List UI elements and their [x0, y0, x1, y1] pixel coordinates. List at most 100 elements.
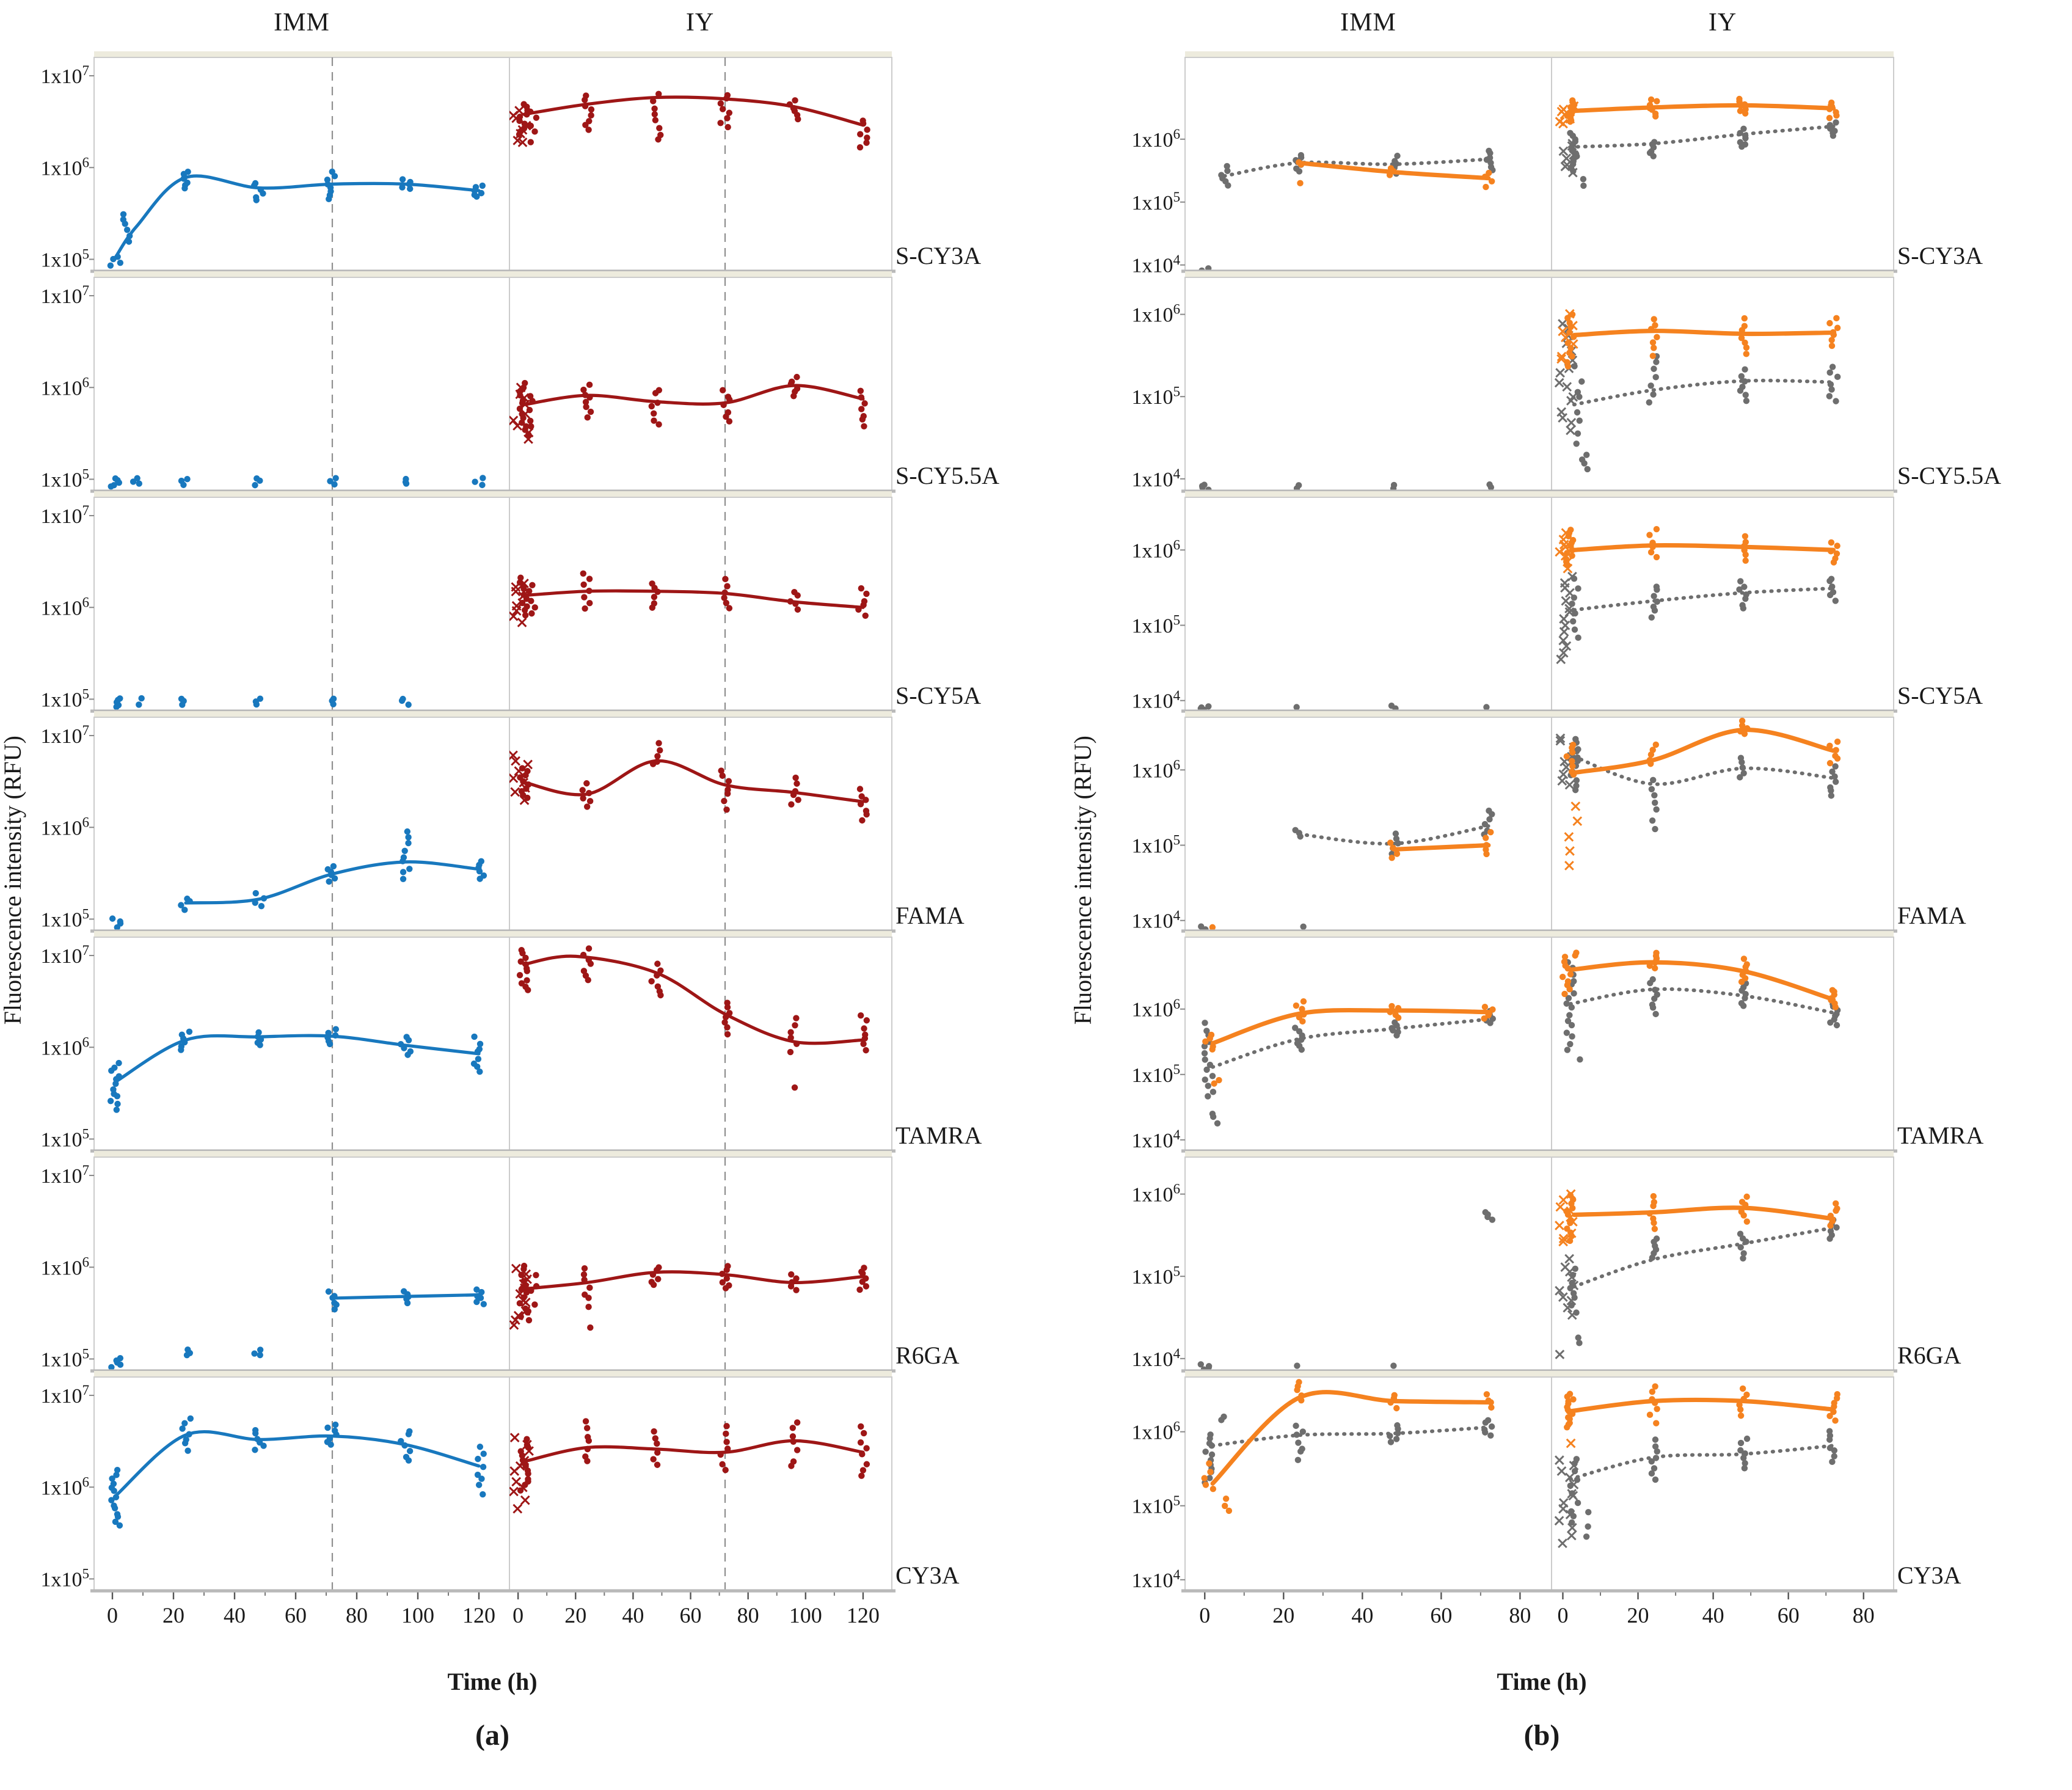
- svg-text:1x105: 1x105: [1131, 189, 1180, 214]
- plot-area-a-CY3A-iy: [509, 1377, 870, 1591]
- series-a-R6GA-iy-solid: [509, 1262, 870, 1331]
- svg-text:60: 60: [680, 1603, 702, 1627]
- svg-text:100: 100: [789, 1603, 822, 1627]
- svg-text:1x106: 1x106: [40, 1034, 89, 1059]
- panel-a-row-S-CY5A: 1x107 1x106 1x105 S-CY5A: [40, 491, 981, 720]
- plot-area-b-TAMRA-iy: [1559, 949, 1841, 1063]
- svg-text:1x107: 1x107: [40, 63, 89, 88]
- svg-text:1x105: 1x105: [40, 907, 89, 932]
- row-label-b-S-CY5.5A: S-CY5.5A: [1897, 462, 2001, 489]
- panel-b-y-axis-title: Fluorescence intensity (RFU): [1070, 735, 1096, 1025]
- series-b-S-CY5A-iy-solid: [1555, 526, 1840, 574]
- panel-b-row-CY3A: 1x106 1x105 1x104 CY3A: [1131, 1371, 1961, 1599]
- plot-area-b-R6GA-iy: [1555, 1189, 1840, 1359]
- svg-text:1x106: 1x106: [1131, 302, 1180, 327]
- panel-a-x-axis-title: Time (h): [447, 1669, 538, 1696]
- plot-area-a-FAMA-imm: [109, 717, 487, 931]
- row-label-a-S-CY5.5A: S-CY5.5A: [896, 462, 999, 489]
- svg-text:1x106: 1x106: [40, 374, 89, 400]
- series-a-R6GA-imm-solid: [108, 1286, 487, 1371]
- series-a-TAMRA-iy-solid: [516, 945, 870, 1091]
- panel-b-row-S-CY5A: 1x106 1x105 1x104 S-CY5A: [1131, 491, 1983, 720]
- row-label-b-S-CY3A: S-CY3A: [1897, 242, 1983, 269]
- svg-text:1x105: 1x105: [1131, 384, 1180, 409]
- row-label-a-S-CY3A: S-CY3A: [896, 242, 981, 269]
- svg-text:1x104: 1x104: [1131, 1127, 1180, 1152]
- series-a-S-CY3A-iy-solid: [509, 90, 870, 151]
- series-b-S-CY5.5A-iy-solid: [1556, 309, 1841, 370]
- plot-area-a-R6GA-imm: [108, 1157, 487, 1371]
- panel-b-col-title-imm: IMM: [1340, 7, 1396, 37]
- row-label-a-S-CY5A: S-CY5A: [896, 682, 981, 709]
- panel-b-col-title-iy: IY: [1708, 7, 1737, 37]
- svg-text:60: 60: [1430, 1603, 1452, 1627]
- svg-text:1x105: 1x105: [40, 467, 89, 492]
- plot-area-a-S-CY5A-iy: [509, 497, 870, 711]
- plot-area-b-CY3A-iy: [1554, 1383, 1840, 1549]
- series-b-S-CY3A-iy-dashed: [1558, 119, 1839, 189]
- plot-area-b-S-CY5.5A-iy: [1554, 309, 1841, 473]
- plot-area-a-S-CY3A-iy: [509, 57, 870, 271]
- plot-area-b-S-CY3A-imm: [1198, 147, 1496, 272]
- panel-b-row-FAMA: 1x106 1x105 1x104 FAMA: [1131, 711, 1966, 940]
- svg-text:20: 20: [564, 1603, 586, 1627]
- svg-text:1x106: 1x106: [1131, 1182, 1180, 1207]
- svg-text:120: 120: [462, 1603, 495, 1627]
- svg-text:1x106: 1x106: [40, 1474, 89, 1499]
- series-a-S-CY5A-iy-solid: [509, 570, 870, 627]
- panel-a-col-title-iy: IY: [685, 7, 715, 37]
- svg-text:20: 20: [162, 1603, 184, 1627]
- series-b-R6GA-imm-dashed: [1197, 1209, 1496, 1372]
- panel-a-row-S-CY5.5A: 1x107 1x106 1x105 S-CY5.5A: [40, 271, 999, 500]
- series-b-TAMRA-imm-solid: [1202, 998, 1496, 1087]
- svg-text:60: 60: [285, 1603, 307, 1627]
- series-b-FAMA-imm-solid: [1209, 828, 1494, 931]
- plot-area-a-S-CY3A-imm: [107, 57, 486, 271]
- svg-text:1x106: 1x106: [1131, 996, 1180, 1021]
- series-b-S-CY3A-imm-solid: [1296, 159, 1495, 191]
- row-label-a-FAMA: FAMA: [896, 902, 965, 929]
- svg-text:1x105: 1x105: [40, 247, 89, 272]
- svg-text:1x105: 1x105: [1131, 613, 1180, 638]
- svg-text:1x106: 1x106: [40, 1254, 89, 1279]
- svg-text:1x105: 1x105: [40, 1127, 89, 1152]
- panel-b-row-TAMRA: 1x106 1x105 1x104 TAMRA: [1131, 931, 1983, 1160]
- svg-text:1x106: 1x106: [1131, 126, 1180, 152]
- svg-text:1x107: 1x107: [40, 1163, 89, 1188]
- svg-text:80: 80: [1509, 1603, 1531, 1627]
- svg-text:20: 20: [1272, 1603, 1294, 1627]
- svg-text:0: 0: [107, 1603, 118, 1627]
- svg-text:1x105: 1x105: [1131, 1062, 1180, 1087]
- svg-text:1x106: 1x106: [40, 594, 89, 619]
- series-a-S-CY5A-imm-solid: [113, 695, 412, 711]
- panel-b-row-S-CY5.5A: 1x106 1x105 1x104 S-CY5.5A: [1131, 271, 2001, 500]
- row-label-b-CY3A: CY3A: [1897, 1562, 1961, 1589]
- plot-area-a-S-CY5.5A-imm: [108, 277, 486, 491]
- row-label-a-CY3A: CY3A: [896, 1562, 960, 1589]
- panel-a-row-R6GA: 1x107 1x106 1x105 R6GA: [40, 1151, 960, 1379]
- panel-a-caption: (a): [475, 1720, 509, 1752]
- series-a-CY3A-iy-solid: [509, 1418, 870, 1514]
- svg-text:1x107: 1x107: [40, 283, 89, 308]
- panel-b-row-S-CY3A: 1x106 1x105 1x104 S-CY3A: [1131, 51, 1983, 280]
- plot-area-a-TAMRA-imm: [107, 937, 484, 1151]
- svg-text:40: 40: [224, 1603, 246, 1627]
- plot-area-b-FAMA-imm: [1198, 807, 1495, 932]
- svg-text:1x107: 1x107: [40, 1383, 89, 1408]
- svg-text:1x107: 1x107: [40, 943, 89, 968]
- plot-area-a-R6GA-iy: [509, 1157, 870, 1371]
- series-b-CY3A-iy-dashed: [1554, 1428, 1838, 1549]
- panel-a-row-CY3A: 1x107 1x106 1x105 CY3A: [40, 1371, 960, 1599]
- svg-text:120: 120: [847, 1603, 880, 1627]
- plot-area-b-FAMA-iy: [1555, 717, 1841, 871]
- svg-text:1x104: 1x104: [1131, 908, 1180, 933]
- svg-text:0: 0: [1199, 1603, 1210, 1627]
- svg-text:1x105: 1x105: [1131, 1493, 1180, 1518]
- svg-text:1x106: 1x106: [1131, 1419, 1180, 1444]
- series-b-S-CY3A-iy-solid: [1555, 95, 1840, 129]
- panel-a-col-title-imm: IMM: [274, 7, 330, 37]
- series-b-CY3A-iy-solid: [1564, 1383, 1840, 1448]
- row-label-a-R6GA: R6GA: [896, 1342, 960, 1369]
